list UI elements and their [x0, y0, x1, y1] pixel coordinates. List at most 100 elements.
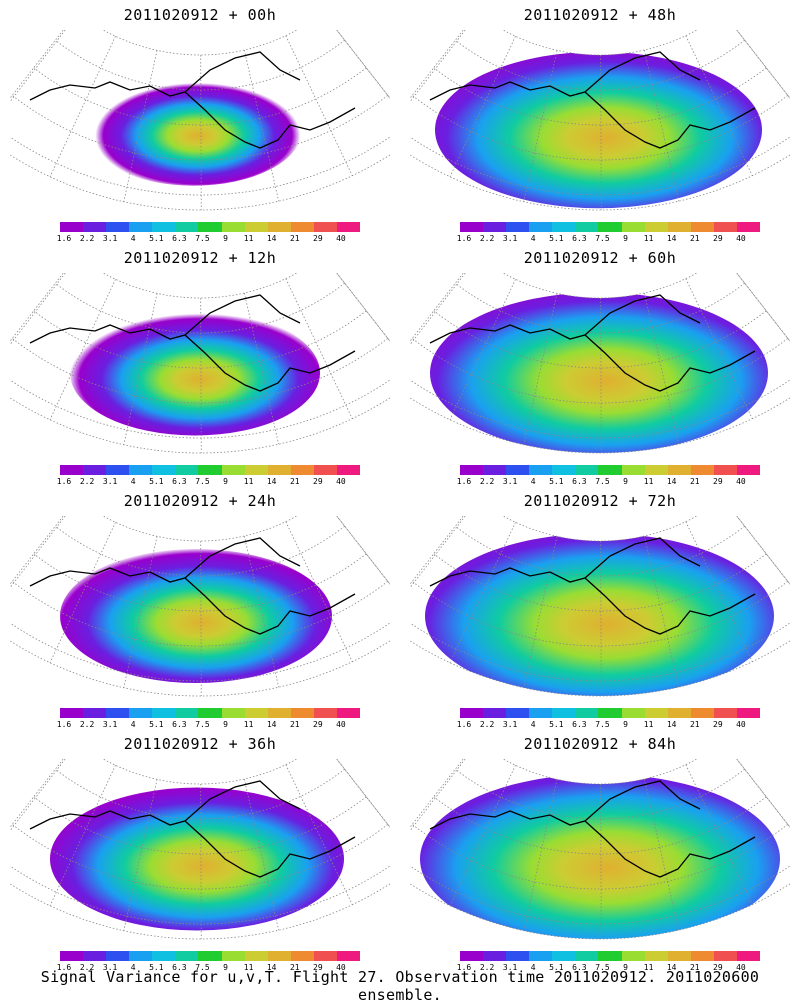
- colorbar: [60, 222, 361, 232]
- colorbar-label: 21: [289, 234, 300, 243]
- panel-title: 2011020912 + 24h: [123, 492, 277, 510]
- colorbar-label: 14: [666, 234, 677, 243]
- coastline: [29, 51, 356, 149]
- projection-map: [10, 516, 390, 697]
- panel-title: 2011020912 + 48h: [523, 6, 677, 24]
- colorbar-segment: [667, 951, 691, 961]
- colorbar-label: 5.1: [149, 234, 164, 243]
- colorbar-label: 14: [266, 234, 277, 243]
- colorbar-segment: [506, 465, 530, 475]
- panel-title: 2011020912 + 84h: [523, 735, 677, 753]
- colorbar-segment: [129, 708, 153, 718]
- colorbar-segment: [221, 465, 245, 475]
- colorbar-segment: [460, 465, 484, 475]
- colorbar-segment: [598, 465, 622, 475]
- colorbar-segment: [129, 951, 153, 961]
- colorbar-segment: [713, 951, 737, 961]
- colorbar-segment: [690, 465, 714, 475]
- colorbar-segment: [336, 951, 361, 961]
- panel-title: 2011020912 + 12h: [123, 249, 277, 267]
- colorbar-segment: [506, 951, 530, 961]
- colorbar-segment: [713, 708, 737, 718]
- colorbar-segment: [667, 708, 691, 718]
- colorbar-label: 4: [530, 477, 536, 486]
- colorbar-label: 5.1: [149, 963, 164, 972]
- colorbar-segment: [60, 951, 84, 961]
- colorbar-segment: [483, 951, 507, 961]
- colorbar-segment: [313, 465, 337, 475]
- panel-title: 2011020912 + 72h: [523, 492, 677, 510]
- colorbar-label: 3.1: [102, 963, 118, 972]
- colorbar-label: 5.1: [149, 720, 164, 729]
- variance-field: [425, 533, 774, 697]
- colorbar-segment: [575, 465, 599, 475]
- colorbar-label: 7.5: [595, 477, 610, 486]
- colorbar-segment: [644, 951, 668, 961]
- colorbar: [60, 708, 361, 718]
- colorbar-label: 29: [713, 963, 723, 972]
- colorbar-segment: [152, 708, 176, 718]
- colorbar-segment: [506, 222, 530, 232]
- colorbar-segment: [460, 951, 484, 961]
- variance-field: [85, 74, 302, 186]
- colorbar-label: 9: [623, 234, 628, 243]
- colorbar-label: 11: [643, 234, 654, 243]
- colorbar-label: 6.3: [172, 963, 187, 972]
- colorbar-segment: [175, 708, 199, 718]
- colorbar: [460, 222, 761, 232]
- colorbar-label: 29: [313, 234, 323, 243]
- colorbar-label: 21: [289, 720, 300, 729]
- graticule: [410, 759, 790, 940]
- colorbar-segment: [575, 951, 599, 961]
- colorbar-segment: [460, 222, 484, 232]
- colorbar-segment: [552, 708, 576, 718]
- colorbar-segment: [244, 951, 268, 961]
- colorbar-segment: [621, 222, 645, 232]
- graticule: [410, 30, 790, 211]
- colorbar-label: 9: [623, 963, 628, 972]
- colorbar-label: 29: [713, 477, 723, 486]
- colorbar-label: 6.3: [572, 234, 587, 243]
- coastline: [429, 294, 756, 392]
- colorbar-label: 5.1: [549, 477, 564, 486]
- colorbar-label: 11: [643, 477, 654, 486]
- colorbar-label: 14: [266, 720, 277, 729]
- colorbar-label: 1.6: [56, 477, 72, 486]
- colorbar-labels: 1.6 2.2 3.1 4 5.1 6.3 7.5 9 11 14 21 29 40: [452, 720, 772, 730]
- variance-field: [60, 549, 332, 683]
- colorbar-segment: [175, 222, 199, 232]
- colorbar-segment: [60, 465, 84, 475]
- colorbar: [60, 951, 361, 961]
- variance-field: [420, 774, 780, 940]
- graticule: [10, 516, 390, 697]
- map-panel: 2011020912 + 60h 1.6 2.2 3.1 4 5.1 6.3 7.5 9 11 14…: [400, 243, 800, 488]
- colorbar-labels: 1.6 2.2 3.1 4 5.1 6.3 7.5 9 11 14 21 29 40: [452, 477, 772, 487]
- colorbar-label: 1.6: [56, 963, 72, 972]
- colorbar-segment: [198, 708, 222, 718]
- colorbar-segment: [667, 222, 691, 232]
- colorbar-label: 3.1: [102, 477, 118, 486]
- colorbar-label: 11: [243, 234, 254, 243]
- colorbar-segment: [483, 222, 507, 232]
- colorbar-segment: [483, 465, 507, 475]
- colorbar-segment: [83, 951, 107, 961]
- colorbar-label: 1.6: [56, 234, 72, 243]
- colorbar-segment: [198, 465, 222, 475]
- colorbar-label: 7.5: [195, 234, 210, 243]
- map-panel: 2011020912 + 72h 1.6 2.2 3.1 4 5.1 6.3 7.5 9 11 14…: [400, 486, 800, 731]
- colorbar-label: 1.6: [456, 477, 472, 486]
- projection-map: [410, 759, 790, 940]
- variance-field: [50, 787, 344, 931]
- colorbar-label: 21: [689, 720, 700, 729]
- colorbar-segment: [667, 465, 691, 475]
- variance-field: [70, 310, 320, 436]
- colorbar-segment: [529, 951, 553, 961]
- colorbar-segment: [221, 222, 245, 232]
- colorbar-segment: [60, 708, 84, 718]
- colorbar-segment: [690, 708, 714, 718]
- colorbar-segment: [575, 222, 599, 232]
- projection-map: [410, 273, 790, 454]
- colorbar-segment: [644, 465, 668, 475]
- colorbar-segment: [129, 465, 153, 475]
- colorbar-label: 2.2: [479, 720, 495, 729]
